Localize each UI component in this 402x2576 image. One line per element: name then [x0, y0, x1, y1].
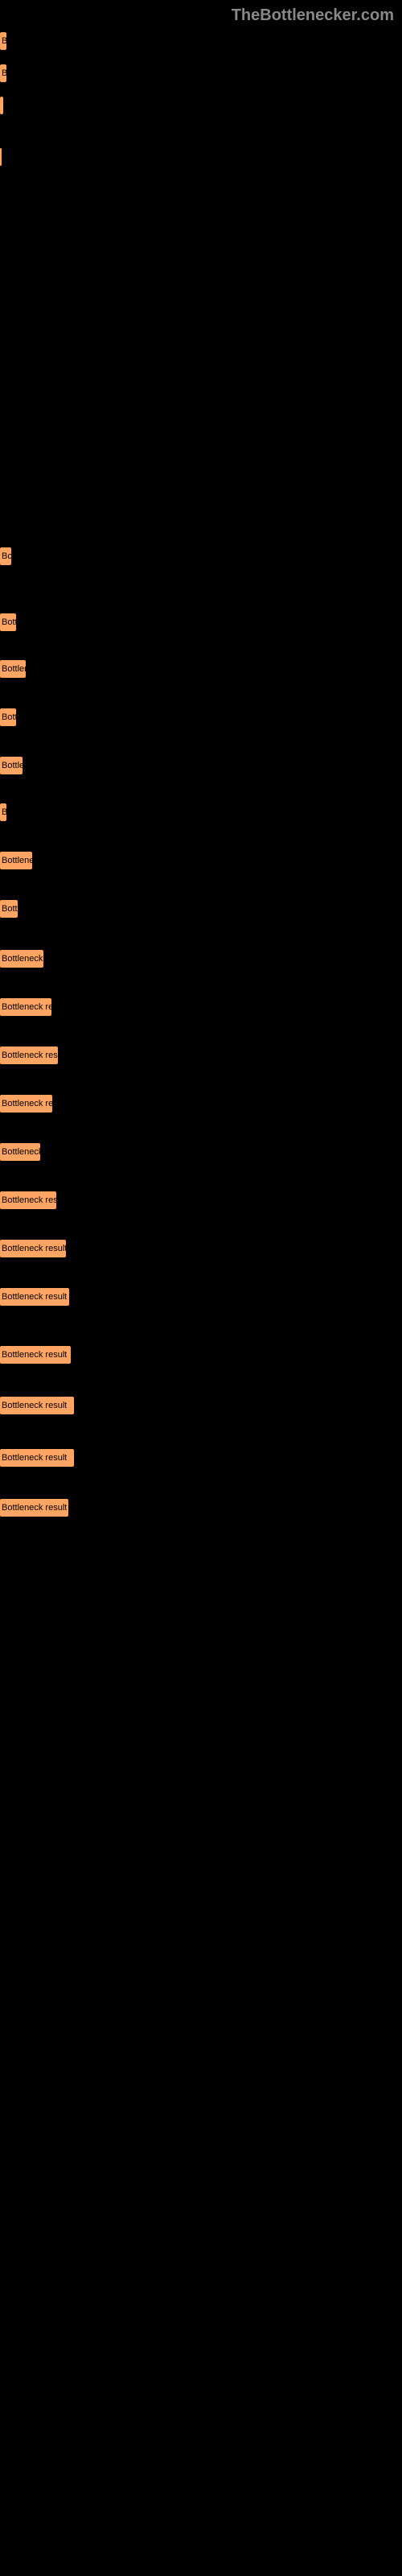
bar-label: Bottleneck result [0, 1453, 67, 1463]
chart-bar: Bottleneck result [0, 900, 18, 918]
bar-label: Bottleneck result [0, 904, 18, 914]
chart-bar: Bottleneck result [0, 852, 32, 869]
bar-label: Bottleneck result [0, 68, 6, 78]
chart-bar: Bottleneck result [0, 803, 6, 821]
chart-bar: Bottleneck result [0, 1095, 52, 1113]
bar-label: Bottleneck result [0, 1292, 67, 1302]
bar-label: Bottleneck result [0, 617, 16, 627]
chart-bar: Bottleneck result [0, 1143, 40, 1161]
chart-bar: Bottleneck result [0, 950, 43, 968]
chart-bar: Bottleneck result [0, 708, 16, 726]
bar-label: Bottleneck result [0, 1503, 67, 1513]
chart-bar [0, 148, 2, 166]
chart-bar: Bottleneck result [0, 1346, 71, 1364]
bar-label: Bottleneck result [0, 1401, 67, 1410]
chart-bar: Bottleneck result [0, 64, 6, 82]
bar-label: Bottleneck result [0, 954, 43, 964]
bar-label: Bottleneck result [0, 551, 11, 561]
bar-label: Bottleneck result [0, 1051, 58, 1060]
bar-label: Bottleneck result [0, 1350, 67, 1360]
bar-label: Bottleneck result [0, 761, 23, 770]
bar-label: Bottleneck result [0, 664, 26, 674]
bar-label: Bottleneck result [0, 712, 16, 722]
chart-bar: Bottleneck result [0, 613, 16, 631]
chart-bar: Bottleneck result [0, 660, 26, 678]
chart-bar: Bottleneck result [0, 1240, 66, 1257]
chart-bar: Bottleneck result [0, 1288, 69, 1306]
chart-bar: Bottleneck result [0, 547, 11, 565]
bottleneck-chart: Bottleneck result Bottleneck result Bottle… [0, 0, 402, 2576]
bar-label: Bottleneck result [0, 1147, 40, 1157]
chart-bar: Bottleneck result [0, 757, 23, 774]
bar-label: Bottleneck result [0, 36, 6, 46]
bar-label: Bottleneck result [0, 1002, 51, 1012]
chart-bar: Bottleneck result [0, 1449, 74, 1467]
chart-bar: Bottleneck result [0, 1499, 68, 1517]
bar-label: Bottleneck result [0, 1099, 52, 1108]
bar-label: Bottleneck result [0, 1195, 56, 1205]
chart-bar: Bottleneck result [0, 998, 51, 1016]
chart-bar: Bottleneck result [0, 1046, 58, 1064]
chart-bar: Bottleneck result [0, 1397, 74, 1414]
chart-bar [0, 97, 3, 114]
bar-label: Bottleneck result [0, 807, 6, 817]
chart-bar: Bottleneck result [0, 32, 6, 50]
bar-label: Bottleneck result [0, 1244, 66, 1253]
bar-label: Bottleneck result [0, 856, 32, 865]
chart-bar: Bottleneck result [0, 1191, 56, 1209]
